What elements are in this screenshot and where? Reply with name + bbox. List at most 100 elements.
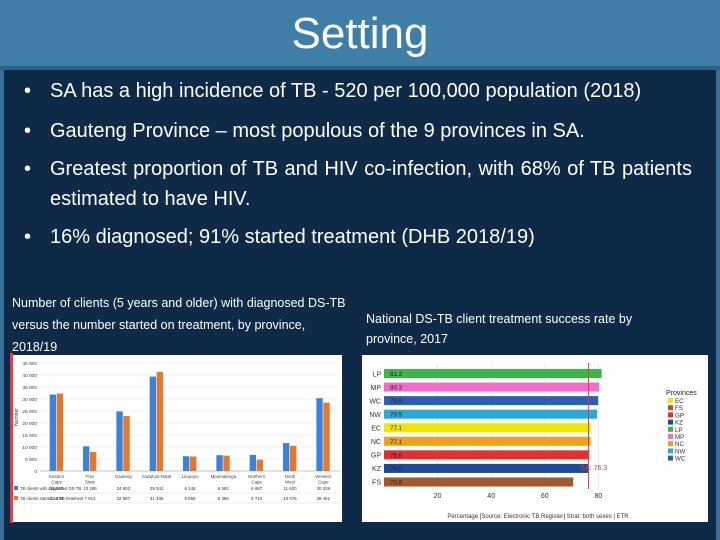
category-label: EC [371, 426, 381, 433]
success-bar [384, 396, 599, 406]
table-cell: 32 269 [50, 496, 64, 501]
table-cell: 41 335 [150, 496, 164, 501]
success-rate-chart-svg: 20 40 60 80 LP 81.2 MP 80.3 WC 79.9 NW 79.5 EC 77.1 NC… [369, 363, 697, 520]
category-label: NW [369, 412, 381, 419]
y-tick-label: 35 000 [22, 385, 37, 391]
category-label: North [285, 474, 296, 479]
legend-swatch [668, 455, 673, 461]
bullet-list: SA has a high incidence of TB - 520 per … [22, 76, 692, 252]
table-cell: 22 887 [117, 496, 131, 501]
table-cell: 31 867 [50, 486, 64, 491]
legend-swatch [668, 405, 673, 411]
table-cell: 30 336 [317, 486, 331, 491]
right-border [716, 70, 720, 540]
bar-diagnosed [83, 446, 90, 471]
legend-label: NC [675, 441, 684, 448]
table-cell: 6 148 [185, 486, 197, 491]
table-legend-swatch [14, 486, 18, 490]
clients-bar-chart-svg: 0 5 000 10 000 15 000 20 000 25 000 30 000 35 0… [12, 361, 340, 504]
y-tick-label: 30 000 [22, 397, 37, 403]
category-label: Gauteng [115, 474, 132, 479]
success-bar [384, 436, 591, 446]
bar-value-label: 77.1 [390, 439, 403, 446]
category-label: LP [372, 371, 381, 378]
success-bar [384, 450, 590, 460]
bar-started [256, 459, 264, 471]
category-label: Eastern [49, 474, 65, 479]
bar-diagnosed [316, 398, 323, 471]
left-chart-caption: Number of clients (5 years and older) wi… [12, 296, 346, 354]
category-label: WC [369, 398, 381, 405]
category-label: Free [85, 474, 95, 479]
bar-value-label: 81.2 [390, 371, 403, 378]
bar-value-label: 80.3 [390, 385, 403, 392]
y-tick-label: 20 000 [22, 421, 37, 427]
bar-started [56, 393, 64, 471]
bar-value-label: 70.6 [390, 479, 403, 486]
reference-line-label: SA: 76.3 [580, 465, 607, 472]
success-bar [384, 423, 591, 433]
x-tick-label: 40 [487, 493, 495, 500]
table-cell: 4 710 [251, 496, 263, 501]
table-cell: 10 286 [83, 486, 97, 491]
bar-value-label: 77.1 [390, 425, 403, 432]
table-cell: 6 687 [251, 486, 263, 491]
title-bar [0, 0, 720, 66]
category-label: Mpumalanga [211, 474, 237, 479]
title-divider [0, 66, 720, 70]
table-cell: 39 341 [150, 486, 164, 491]
table-cell: 24 803 [117, 486, 131, 491]
x-tick-label: 60 [541, 493, 549, 500]
category-label: Cape [251, 480, 262, 485]
legend-label: EC [675, 398, 684, 405]
legend-label: KZ [675, 420, 683, 427]
category-label: FS [372, 480, 381, 487]
success-bar [384, 369, 602, 379]
legend-swatch [668, 398, 673, 403]
bar-diagnosed [216, 455, 223, 471]
legend-label: NW [675, 448, 685, 455]
category-label: NC [371, 439, 381, 446]
table-cell: 28 461 [317, 496, 331, 501]
x-axis-label: Percentage [Source: Electronic TB Regist… [447, 514, 629, 520]
success-bar [384, 463, 589, 473]
y-tick-label: 25 000 [22, 409, 37, 415]
category-label: Cape [318, 480, 329, 485]
bar-started [290, 445, 297, 471]
success-bar [384, 409, 598, 419]
bar-value-label: 79.5 [390, 412, 403, 419]
legend-swatch [668, 448, 673, 454]
clients-bar-chart: 0 5 000 10 000 15 000 20 000 25 000 30 000 35 0… [10, 355, 342, 522]
category-label: Cape [51, 480, 62, 485]
success-rate-chart: 20 40 60 80 LP 81.2 MP 80.3 WC 79.9 NW 79.5 EC 77.1 NC… [362, 355, 708, 522]
category-label: Northern [248, 474, 266, 479]
y-tick-label: 0 [34, 469, 37, 475]
table-cell: 6 592 [218, 486, 230, 491]
bar-value-label: 79.9 [390, 398, 403, 405]
bar-started [90, 452, 97, 471]
table-row-label: TB clients with diagnosed DS-TB [20, 486, 81, 491]
left-border [0, 70, 4, 540]
bar-started [123, 416, 130, 471]
bar-diagnosed [183, 456, 190, 471]
x-tick-label: 80 [595, 493, 603, 500]
bar-value-label: 76.2 [390, 466, 403, 473]
legend-swatch [668, 434, 673, 439]
bullet-gauteng: Gauteng Province – most populous of the … [22, 116, 692, 146]
y-tick-label: 10 000 [22, 445, 37, 451]
slide-title: Setting [291, 9, 429, 58]
table-cell: 7 913 [85, 496, 97, 501]
x-tick-label: 20 [434, 493, 442, 500]
bar-started [323, 402, 330, 471]
category-label: MP [371, 385, 382, 392]
category-label: KZ [372, 466, 382, 473]
bar-diagnosed [49, 394, 57, 471]
bullet-incidence: SA has a high incidence of TB - 520 per … [22, 76, 692, 106]
category-label: Limpopo [182, 474, 199, 479]
success-bar [384, 477, 574, 487]
table-legend-swatch [14, 496, 18, 500]
bar-value-label: 76.6 [390, 452, 403, 459]
legend-swatch [668, 441, 673, 447]
bar-started [223, 455, 230, 471]
table-cell: 6 058 [185, 496, 197, 501]
